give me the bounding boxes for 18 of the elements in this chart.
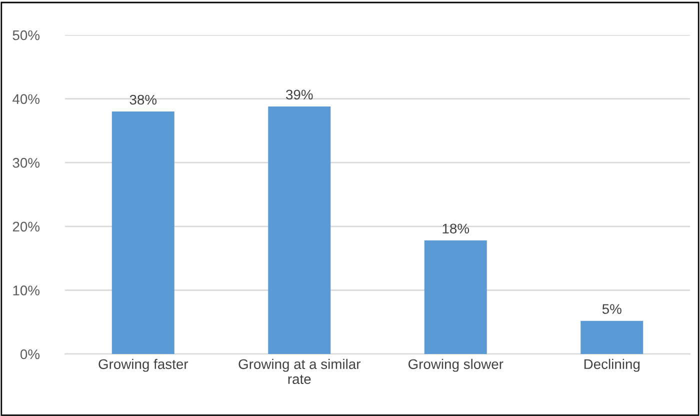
y-tick-label: 0% (20, 349, 40, 360)
data-label: 5% (602, 304, 622, 314)
y-tick-label: 30% (12, 158, 40, 168)
data-label: 38% (130, 94, 157, 105)
x-tick-label: Growing at a similar rate (238, 358, 361, 384)
x-tick-label: Growing slower (408, 358, 504, 372)
data-label: 39% (286, 90, 313, 100)
x-tick-label: Growing faster (98, 358, 188, 372)
y-tick-label: 40% (12, 94, 40, 104)
y-tick-label: 10% (13, 286, 40, 296)
x-tick-label: Declining (584, 358, 640, 372)
bar (424, 240, 487, 354)
y-tick-label: 50% (12, 30, 40, 40)
data-label: 18% (442, 224, 470, 234)
bar (268, 106, 331, 354)
bar (580, 320, 644, 354)
bar (112, 112, 174, 354)
y-tick-label: 20% (12, 222, 40, 232)
